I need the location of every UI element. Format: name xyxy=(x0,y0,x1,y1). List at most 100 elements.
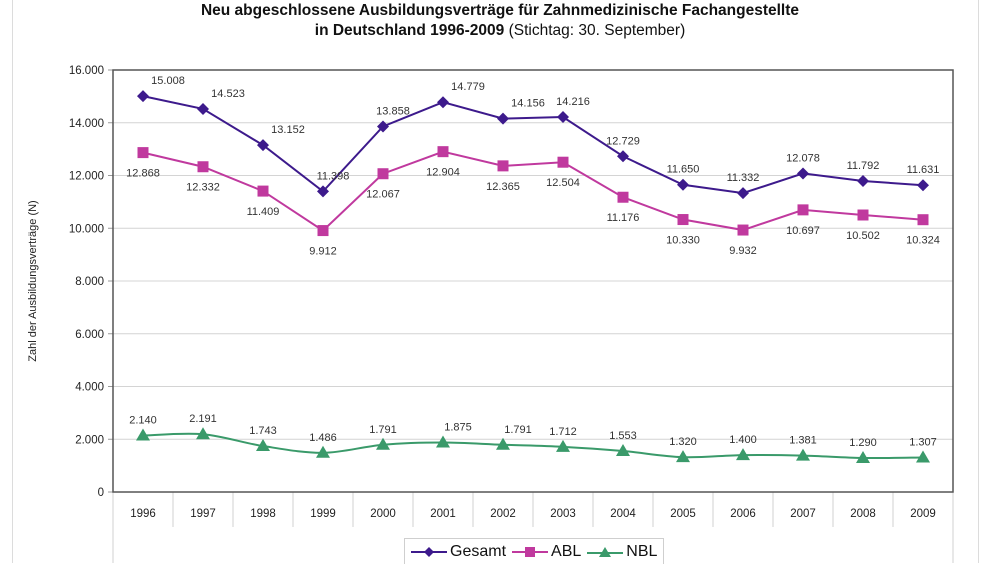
data-point-abl xyxy=(437,146,449,158)
data-point-nbl xyxy=(856,450,870,463)
data-point-abl xyxy=(737,224,749,236)
data-label-abl: 12.067 xyxy=(366,189,400,201)
data-label-nbl: 1.307 xyxy=(909,437,937,449)
x-tick-label: 2007 xyxy=(790,508,816,520)
frame-border-right xyxy=(978,0,979,563)
legend-item-gesamt: Gesamt xyxy=(411,543,506,561)
data-point-abl xyxy=(497,160,509,172)
data-point-abl xyxy=(917,214,929,226)
data-label-gesamt: 11.332 xyxy=(727,172,760,184)
data-point-gesamt xyxy=(737,187,749,200)
data-point-gesamt xyxy=(317,185,329,198)
data-point-nbl xyxy=(256,439,270,452)
x-tick-label: 2005 xyxy=(670,508,696,520)
data-point-gesamt xyxy=(797,167,809,180)
data-label-abl: 11.176 xyxy=(607,212,640,224)
data-point-nbl xyxy=(376,437,390,450)
data-label-gesamt: 11.792 xyxy=(847,160,880,172)
data-point-abl xyxy=(617,191,629,203)
data-label-gesamt: 15.008 xyxy=(151,75,185,87)
data-label-abl: 10.502 xyxy=(846,230,880,242)
data-label-gesamt: 11.631 xyxy=(907,164,940,176)
data-point-nbl xyxy=(616,444,630,457)
x-tick-label: 2002 xyxy=(490,508,516,520)
data-point-abl xyxy=(377,168,389,180)
data-label-abl: 12.868 xyxy=(126,168,160,180)
series-line-gesamt xyxy=(142,95,924,195)
data-point-nbl xyxy=(136,428,150,441)
data-point-gesamt xyxy=(557,111,569,124)
data-point-gesamt xyxy=(197,102,209,115)
data-label-nbl: 1.791 xyxy=(504,424,532,436)
title-subtitle: (Stichtag: 30. September) xyxy=(508,22,686,39)
x-tick-label: 2001 xyxy=(430,508,456,520)
x-tick-label: 2003 xyxy=(550,508,576,520)
data-point-gesamt xyxy=(257,139,269,152)
chart-title: Neu abgeschlossene Ausbildungsverträge f… xyxy=(0,1,1000,41)
data-point-gesamt xyxy=(137,90,149,103)
data-point-gesamt xyxy=(497,112,509,125)
data-point-gesamt xyxy=(617,150,629,163)
data-label-nbl: 1.381 xyxy=(789,435,817,447)
y-tick-label: 10.000 xyxy=(69,223,104,235)
data-point-abl xyxy=(557,156,569,168)
data-label-nbl: 1.791 xyxy=(369,424,397,436)
data-label-nbl: 1.712 xyxy=(549,426,577,438)
data-label-gesamt: 14.156 xyxy=(511,98,545,110)
series-line-abl xyxy=(142,150,924,232)
data-label-nbl: 1.400 xyxy=(729,434,757,446)
data-label-abl: 11.409 xyxy=(247,206,280,218)
data-label-abl: 12.904 xyxy=(426,167,460,179)
data-label-nbl: 1.320 xyxy=(669,436,697,448)
data-point-gesamt xyxy=(917,179,929,192)
data-point-nbl xyxy=(196,427,210,440)
legend-label-nbl: NBL xyxy=(626,542,658,560)
data-label-nbl: 2.140 xyxy=(129,415,157,427)
data-label-abl: 10.324 xyxy=(906,235,940,247)
data-label-abl: 12.365 xyxy=(486,181,520,193)
data-label-gesamt: 14.523 xyxy=(211,88,245,100)
x-tick-label: 1996 xyxy=(130,508,156,520)
legend: Gesamt ABL NBL xyxy=(404,538,665,564)
triangle-marker-icon xyxy=(587,546,624,557)
data-point-abl xyxy=(197,161,209,173)
y-tick-label: 6.000 xyxy=(75,329,104,341)
data-label-nbl: 1.290 xyxy=(849,437,877,449)
data-point-gesamt xyxy=(377,120,389,133)
data-point-nbl xyxy=(436,435,450,448)
y-axis-label: Zahl der Ausbildungsverträge (N) xyxy=(27,200,39,361)
data-label-abl: 10.330 xyxy=(666,235,700,247)
y-tick-label: 8.000 xyxy=(75,276,104,288)
data-point-gesamt xyxy=(677,178,689,191)
data-label-abl: 12.332 xyxy=(186,182,220,194)
legend-label-abl: ABL xyxy=(551,542,582,560)
data-point-nbl xyxy=(316,445,330,458)
diamond-marker-icon xyxy=(411,546,447,557)
x-tick-label: 2004 xyxy=(610,508,636,520)
x-tick-label: 2009 xyxy=(910,508,936,520)
x-tick-label: 2008 xyxy=(850,508,876,520)
data-point-nbl xyxy=(796,448,810,461)
data-label-gesamt: 13.858 xyxy=(376,105,410,117)
data-point-abl xyxy=(677,214,689,226)
data-point-abl xyxy=(257,185,269,197)
title-line-2: in Deutschland 1996-2009 xyxy=(314,22,505,39)
data-point-abl xyxy=(797,204,809,216)
data-point-nbl xyxy=(916,450,930,463)
x-tick-label: 1999 xyxy=(310,508,336,520)
data-label-gesamt: 14.779 xyxy=(451,81,485,93)
series-lines xyxy=(136,90,930,463)
frame-border-left xyxy=(12,0,13,563)
y-tick-label: 14.000 xyxy=(69,118,104,130)
data-point-abl xyxy=(137,147,149,159)
data-label-nbl: 1.743 xyxy=(249,425,277,437)
data-label-nbl: 1.553 xyxy=(609,430,637,442)
y-axis-ticks: 0 2.000 4.000 6.000 8.000 10.000 12.000 14.000 1… xyxy=(69,65,113,499)
x-tick-label: 2006 xyxy=(730,508,756,520)
data-point-nbl xyxy=(496,437,510,450)
legend-item-abl: ABL xyxy=(512,543,581,561)
data-point-nbl xyxy=(736,448,750,461)
data-label-gesamt: 11.650 xyxy=(667,164,700,176)
data-label-gesamt: 13.152 xyxy=(271,124,305,136)
data-label-gesamt: 12.078 xyxy=(786,152,820,164)
